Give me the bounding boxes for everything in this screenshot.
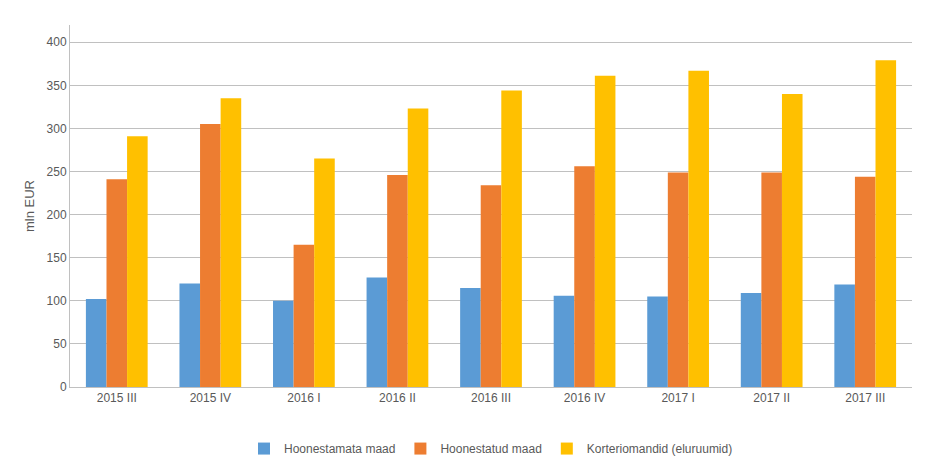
svg-text:2015 III: 2015 III: [97, 391, 137, 405]
svg-text:2016 II: 2016 II: [379, 391, 416, 405]
svg-text:50: 50: [53, 337, 67, 351]
svg-text:250: 250: [47, 165, 67, 179]
svg-text:Korteriomandid (eluruumid): Korteriomandid (eluruumid): [587, 442, 732, 456]
svg-text:mln EUR: mln EUR: [22, 180, 37, 232]
svg-text:Hoonestatud maad: Hoonestatud maad: [440, 442, 541, 456]
svg-text:2016 III: 2016 III: [471, 391, 511, 405]
svg-text:2017 II: 2017 II: [753, 391, 790, 405]
svg-text:200: 200: [47, 208, 67, 222]
svg-text:Hoonestamata maad: Hoonestamata maad: [284, 442, 395, 456]
svg-text:350: 350: [47, 79, 67, 93]
svg-text:100: 100: [47, 294, 67, 308]
svg-text:0: 0: [60, 380, 67, 394]
svg-text:2016 I: 2016 I: [287, 391, 320, 405]
svg-text:2017 III: 2017 III: [845, 391, 885, 405]
svg-text:2015 IV: 2015 IV: [190, 391, 231, 405]
svg-text:2017 I: 2017 I: [661, 391, 694, 405]
svg-text:150: 150: [47, 251, 67, 265]
svg-text:300: 300: [47, 122, 67, 136]
svg-text:2016 IV: 2016 IV: [564, 391, 605, 405]
svg-text:400: 400: [47, 35, 67, 49]
